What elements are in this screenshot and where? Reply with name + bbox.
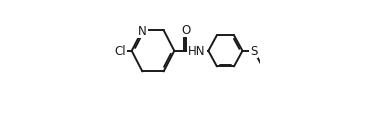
Text: HN: HN [188, 45, 206, 58]
Text: S: S [250, 45, 257, 58]
Text: N: N [138, 25, 147, 37]
Text: Cl: Cl [115, 45, 126, 58]
Text: O: O [181, 24, 190, 37]
